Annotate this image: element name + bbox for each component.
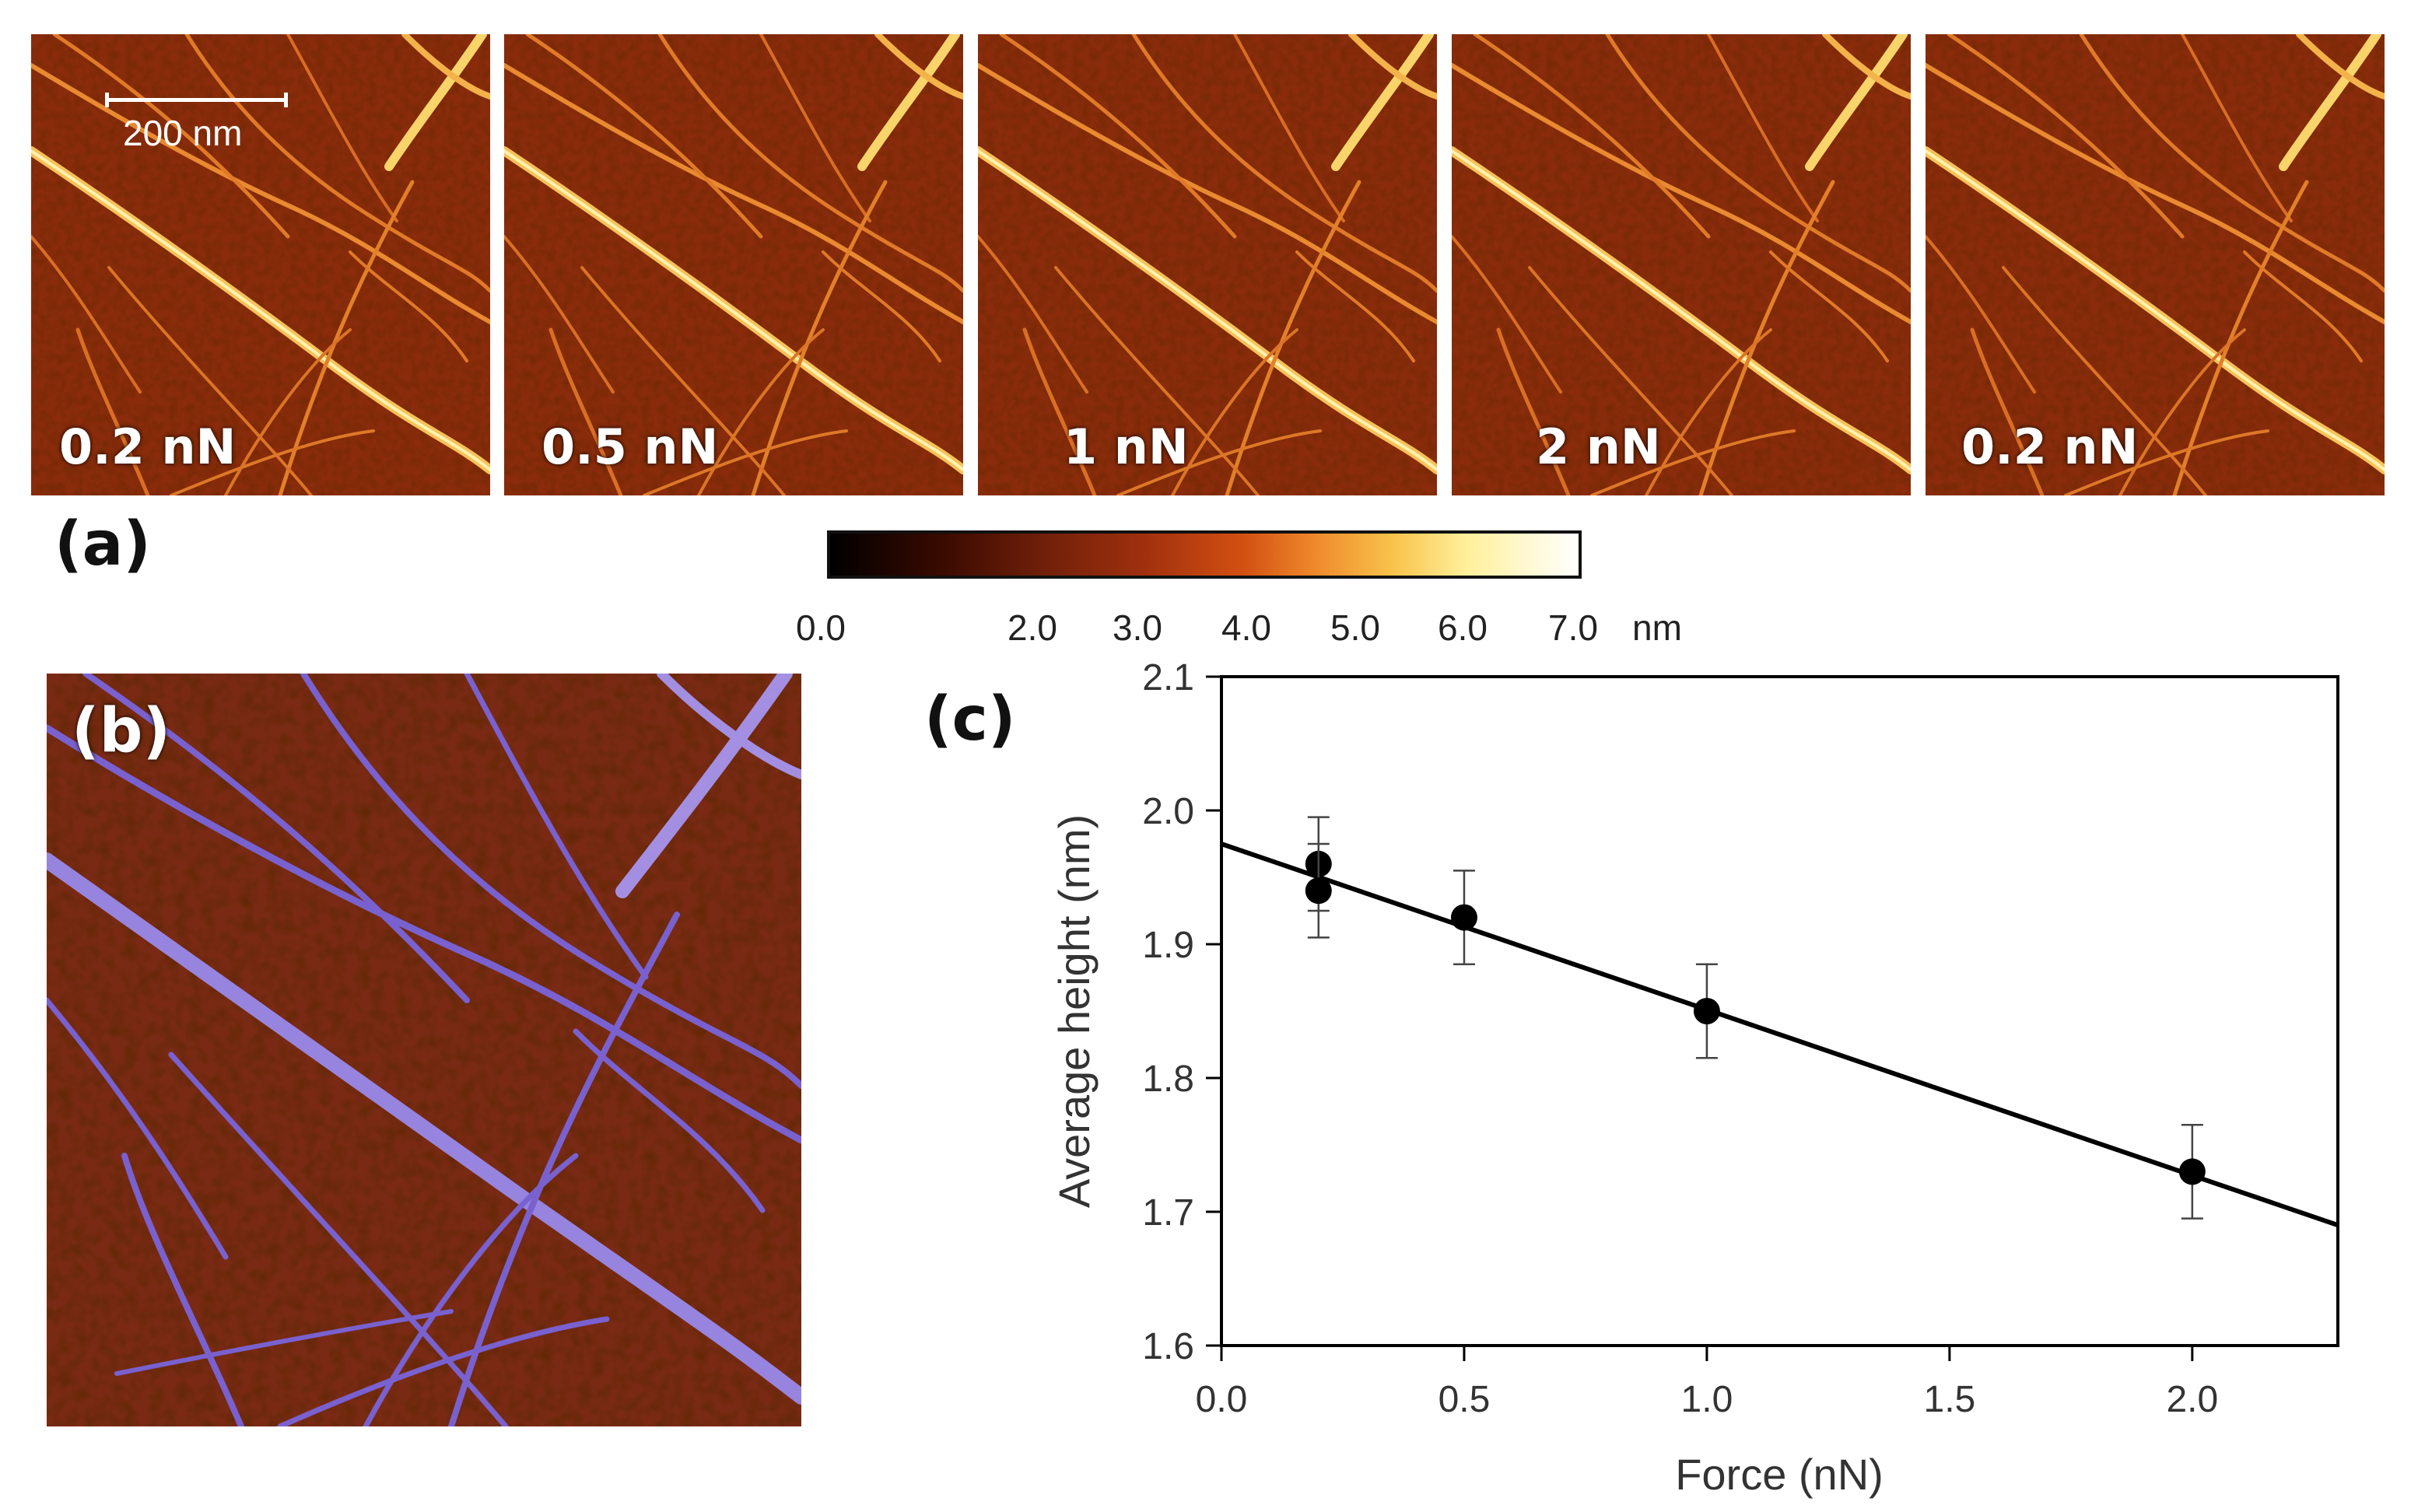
y-tick-label: 2.0: [1142, 791, 1194, 832]
y-axis-label: Average height (nm): [1050, 814, 1099, 1208]
force-label-1: 0.2 nN: [59, 418, 237, 475]
force-label-5: 0.2 nN: [1961, 418, 2139, 475]
x-tick-label: 1.5: [1924, 1379, 1976, 1420]
y-tick-label: 1.9: [1142, 925, 1194, 966]
colorbar-tick: 4.0: [1221, 607, 1271, 648]
x-tick-label: 0.0: [1196, 1379, 1248, 1420]
y-tick-label: 1.6: [1142, 1326, 1194, 1367]
data-point: [1305, 877, 1332, 905]
afm-image-3: 1 nN: [978, 34, 1437, 495]
scale-bar: [105, 93, 288, 107]
fit-line-group: [1221, 842, 2339, 1228]
x-axis-label: Force (nN): [1675, 1450, 1884, 1499]
afm-image-4: 2 nN: [1452, 34, 1911, 495]
colorbar-tick: 2.0: [1008, 607, 1057, 648]
colorbar-unit: nm: [1632, 607, 1682, 648]
y-tick-label: 1.8: [1142, 1059, 1194, 1100]
data-point: [1693, 998, 1720, 1024]
afm-fibers-3: [978, 34, 1437, 495]
colorbar-tick: 3.0: [1113, 607, 1162, 648]
segmented-afm-image: [47, 674, 801, 1426]
x-tick-label: 1.0: [1681, 1379, 1733, 1420]
y-tick-label: 2.1: [1142, 657, 1194, 698]
height-colorbar: [827, 530, 1582, 579]
data-points: [1305, 816, 2206, 1220]
colorbar-tick: 5.0: [1330, 607, 1380, 648]
colorbar-tick: 6.0: [1438, 607, 1488, 648]
scale-bar-label: 200 nm: [123, 113, 243, 153]
panel-label-c: (c): [924, 684, 1016, 754]
colorbar-tick: 0.0: [796, 607, 846, 648]
panel-label-a: (a): [54, 509, 151, 579]
afm-image-2: 0.5 nN: [504, 34, 963, 495]
fit-line: [1221, 842, 2339, 1228]
afm-image-1: 200 nm 0.2 nN: [31, 34, 490, 495]
force-label-2: 0.5 nN: [541, 418, 719, 475]
force-label-3: 1 nN: [1064, 418, 1189, 475]
afm-image-5: 0.2 nN: [1926, 34, 2385, 495]
x-tick-label: 0.5: [1439, 1379, 1491, 1420]
segmented-fibers: [47, 674, 801, 1426]
x-axis: 0.0 0.5 1.0 1.5 2.0: [1196, 1346, 2218, 1420]
x-tick-label: 2.0: [2166, 1379, 2218, 1420]
plot-frame: [1220, 675, 2339, 1347]
afm-fibers-4: [1452, 34, 1911, 495]
height-vs-force-chart: 1.6 1.7 1.8 1.9 2.0 2.1 0.0 0.5 1.0 1.5 2.0 Force…: [1050, 657, 2339, 1499]
data-point: [1450, 904, 1477, 931]
y-tick-label: 1.7: [1142, 1192, 1194, 1234]
colorbar-tick: 7.0: [1548, 607, 1598, 648]
panel-label-b: (b): [72, 696, 171, 766]
y-axis: 1.6 1.7 1.8 1.9 2.0 2.1: [1142, 657, 1221, 1367]
force-label-4: 2 nN: [1536, 418, 1661, 475]
data-point: [2178, 1158, 2206, 1185]
